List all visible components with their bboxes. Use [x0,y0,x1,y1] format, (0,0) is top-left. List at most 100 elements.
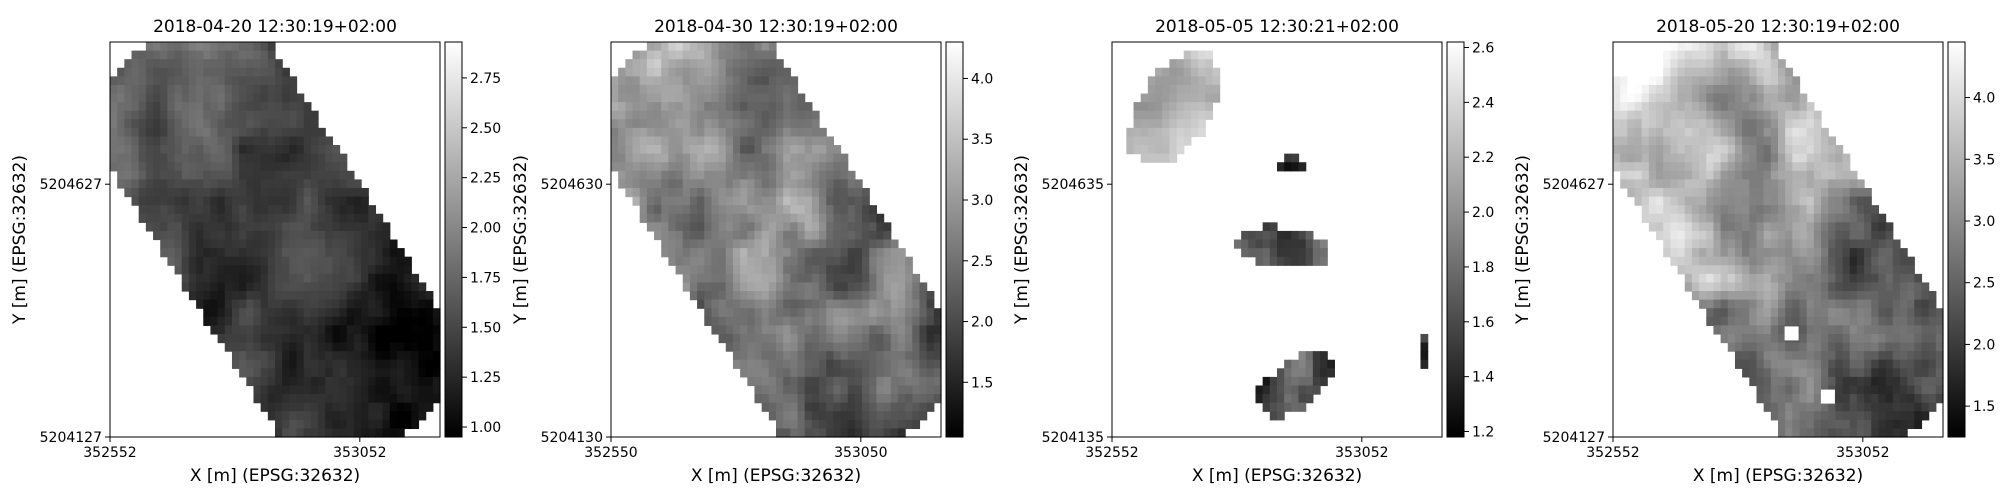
raster-cell [339,333,348,344]
raster-cell [325,351,333,361]
raster-cell [260,351,269,361]
raster-cell [883,308,892,318]
raster-cell [883,376,892,387]
raster-cell [396,333,405,344]
raster-cell [1785,342,1793,352]
raster-cell [682,50,691,60]
raster-cell [1198,59,1206,69]
raster-cell [1842,239,1851,249]
raster-cell [912,351,921,361]
raster-cell [1828,222,1836,232]
raster-cell [783,205,791,215]
raster-cell [826,282,834,292]
raster-cell [776,59,784,69]
raster-cell [1763,291,1772,301]
raster-cell [210,119,219,129]
raster-cell [625,179,634,189]
raster-cell [811,145,820,155]
raster-cell [1742,50,1750,60]
raster-cell [1305,359,1314,369]
raster-cell [375,333,384,344]
raster-cell [1878,239,1887,249]
raster-cell [389,248,398,258]
raster-cell [1248,239,1257,249]
raster-cell [768,256,777,266]
raster-cell [797,402,806,412]
raster-cell [239,187,247,198]
raster-cell [1756,119,1765,129]
raster-cell [1663,76,1671,86]
raster-cell [303,162,312,172]
raster-cell [1634,84,1643,95]
raster-cell [1663,205,1671,215]
raster-cell [1684,110,1693,120]
raster-cell [768,42,777,52]
raster-cell [1720,42,1729,52]
raster-cell [704,84,713,95]
raster-cell [267,411,276,421]
raster-cell [747,213,756,223]
raster-cell [1871,342,1880,352]
raster-cell [181,162,190,172]
raster-cell [912,316,921,326]
raster-cell [625,67,634,77]
raster-cell [296,316,305,326]
raster-cell [131,110,140,120]
raster-cell [761,76,770,86]
raster-cell [1749,127,1758,138]
raster-cell [1763,316,1772,326]
raster-cell [905,368,913,378]
raster-cell [804,230,813,241]
raster-cell [697,222,705,232]
raster-cell [718,162,727,172]
raster-cell [1648,76,1657,86]
raster-cell [239,239,247,249]
raster-cell [1670,145,1679,155]
raster-cell [819,291,827,301]
raster-cell [246,351,255,361]
raster-cell [339,187,348,198]
raster-cell [303,359,312,369]
raster-cell [260,342,269,352]
raster-cell [833,187,842,198]
raster-cell [697,93,705,103]
raster-cell [689,102,698,112]
raster-cell [1828,136,1836,146]
raster-cell [1699,196,1707,206]
raster-cell [332,411,341,421]
raster-cell [811,230,820,241]
raster-cell [174,248,183,258]
raster-cell [1663,42,1671,52]
raster-cell [1298,239,1307,249]
raster-cell [1648,187,1657,198]
raster-cell [260,325,269,335]
raster-cell [883,411,892,421]
raster-cell [210,196,219,206]
raster-cell [1921,308,1930,318]
raster-cell [1799,102,1808,112]
raster-cell [790,419,799,430]
raster-cell [353,179,362,189]
raster-cell [1749,213,1758,223]
raster-cell [289,162,298,172]
raster-cell [1169,127,1178,138]
axes-frame [109,41,441,438]
raster-cell [876,342,885,352]
raster-cell [754,325,763,335]
raster-cell [1670,93,1679,103]
raster-cell [1691,102,1700,112]
raster-cell [196,248,204,258]
raster-cell [797,359,806,369]
raster-cell [1634,50,1643,60]
raster-cell [361,248,369,258]
raster-cell [1885,428,1894,438]
raster-cell [160,136,168,146]
raster-cell [275,196,283,206]
raster-cell [203,230,212,241]
raster-cell [682,179,691,189]
raster-cell [275,153,283,163]
raster-cell [790,187,799,198]
raster-cell [1255,230,1264,241]
raster-cell [718,239,727,249]
